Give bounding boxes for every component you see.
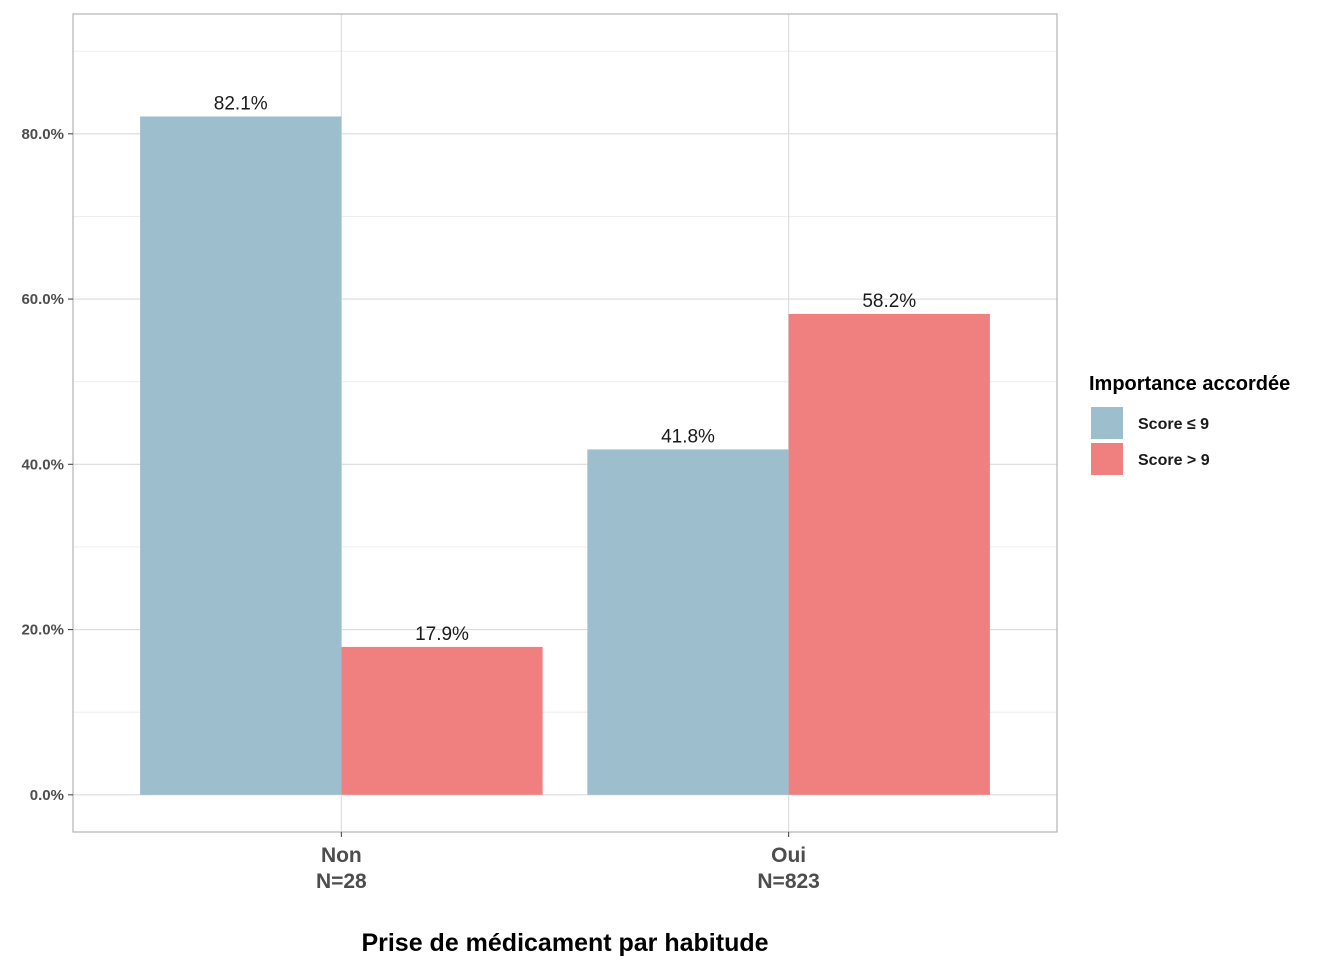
y-tick-label: 20.0% bbox=[21, 622, 64, 639]
legend: Importance accordée Score ≤ 9 Score > 9 bbox=[1089, 373, 1290, 475]
legend-key-series-1 bbox=[1091, 407, 1123, 439]
data-label-oui-series-2: 58.2% bbox=[862, 291, 916, 312]
x-tick-label-category: Oui bbox=[771, 844, 806, 867]
data-label-non-series-2: 17.9% bbox=[415, 624, 469, 645]
bar-non-series-2 bbox=[341, 646, 543, 795]
legend-label-series-2: Score > 9 bbox=[1138, 452, 1210, 469]
y-tick-label: 80.0% bbox=[21, 126, 64, 143]
y-tick-label: 60.0% bbox=[21, 291, 64, 308]
x-axis: Non N=28 Oui N=823 bbox=[316, 832, 820, 893]
legend-title: Importance accordée bbox=[1089, 373, 1290, 395]
y-axis: 0.0% 20.0% 40.0% 60.0% 80.0% bbox=[21, 126, 73, 804]
x-tick-label-count: N=823 bbox=[757, 870, 819, 893]
data-labels: 82.1% 17.9% 41.8% 58.2% bbox=[214, 93, 917, 644]
plot-panel-border bbox=[72, 13, 1058, 833]
bar-oui-series-1 bbox=[587, 449, 789, 795]
bar-oui-series-2 bbox=[788, 313, 990, 795]
data-label-non-series-1: 82.1% bbox=[214, 93, 268, 114]
bar-non-series-1 bbox=[140, 116, 342, 795]
data-label-oui-series-1: 41.8% bbox=[661, 426, 715, 447]
legend-key-series-2 bbox=[1091, 443, 1123, 475]
x-tick-label-category: Non bbox=[321, 844, 362, 867]
y-tick-label: 40.0% bbox=[21, 456, 64, 473]
x-tick-label-count: N=28 bbox=[316, 870, 367, 893]
x-axis-title: Prise de médicament par habitude bbox=[361, 929, 768, 957]
legend-label-series-1: Score ≤ 9 bbox=[1138, 416, 1209, 433]
y-tick-label: 0.0% bbox=[30, 787, 64, 804]
bars bbox=[140, 116, 990, 795]
